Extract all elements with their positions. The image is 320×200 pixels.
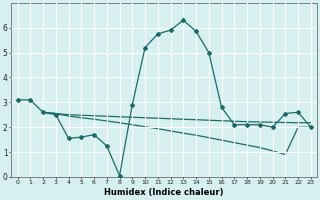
X-axis label: Humidex (Indice chaleur): Humidex (Indice chaleur) bbox=[104, 188, 224, 197]
